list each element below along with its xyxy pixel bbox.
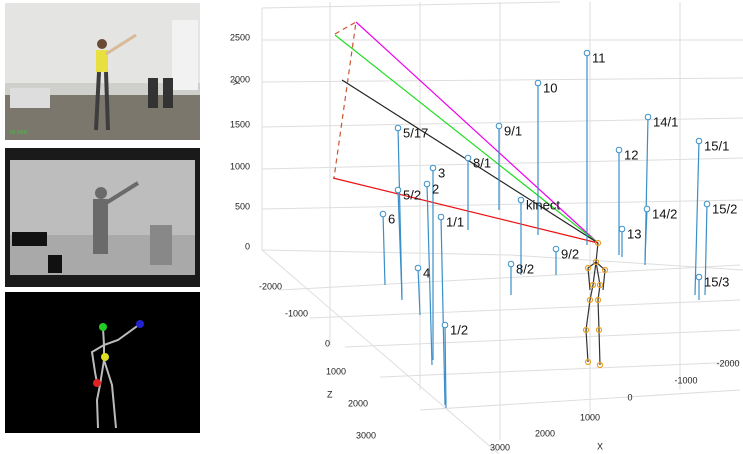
x-tick-label: 3000 (490, 442, 510, 452)
point-label: 3 (438, 165, 445, 180)
y-tick-label: 2500 (230, 32, 250, 42)
point-label: 9/2 (561, 246, 579, 261)
stem-head (395, 125, 401, 131)
y-tick-label: 1500 (230, 119, 250, 129)
z-tick-label: 0 (325, 338, 330, 348)
stem (441, 217, 445, 405)
point-label: 1/1 (446, 214, 464, 229)
grid (262, 2, 743, 454)
point-label: 15/3 (704, 274, 729, 289)
x-tick-label: 0 (627, 392, 632, 402)
x-tick-label: 2000 (535, 428, 555, 438)
point-label: 12 (624, 147, 638, 162)
z-tick-label: -1000 (285, 308, 308, 318)
stem-head (645, 114, 651, 120)
y-tick-label: 1000 (230, 161, 250, 171)
camera-label: no label (10, 129, 28, 135)
point-label: 14/2 (652, 206, 677, 221)
stem-head (395, 187, 401, 193)
point-label: 15/1 (704, 138, 729, 153)
point-label: 2 (432, 181, 439, 196)
point-label: 10 (543, 80, 557, 95)
axis-label: Z (327, 389, 333, 399)
stem-head (535, 80, 541, 86)
point-label: kinect (526, 197, 560, 212)
stem-head (465, 155, 471, 161)
stem-head (380, 211, 386, 217)
stem-head (553, 246, 559, 252)
stem (695, 141, 699, 295)
point-label: 13 (627, 226, 641, 241)
stem-head (496, 123, 502, 129)
stem-head (704, 201, 710, 207)
stem-head (442, 322, 448, 328)
stem-head (619, 226, 625, 232)
z-tick-label: 3000 (356, 430, 376, 440)
stem-head (584, 50, 590, 56)
y-tick-label: 500 (235, 201, 250, 211)
screen: no label (0, 0, 743, 454)
y-tick-label: 2000 (230, 74, 250, 84)
point-label: 5/17 (403, 125, 428, 140)
point-label: 8/2 (516, 261, 534, 276)
stem-head (518, 197, 524, 203)
stem-head (438, 214, 444, 220)
stem-head (430, 165, 436, 171)
z-tick-label: -2000 (259, 281, 282, 291)
point-label: 4 (423, 265, 430, 280)
camera-panel: no label (5, 3, 200, 140)
y-tick-label: 0 (245, 241, 250, 251)
point-label: 11 (592, 50, 606, 65)
stem-head (415, 265, 421, 271)
stem-head (508, 261, 514, 267)
stem-head (696, 138, 702, 144)
point-label: 1/2 (450, 322, 468, 337)
stem-head (424, 181, 430, 187)
stem (383, 214, 385, 285)
x-tick-label: -2000 (716, 358, 739, 368)
z-tick-label: 2000 (348, 398, 368, 408)
point-label: 5/2 (403, 187, 421, 202)
stem-head (616, 147, 622, 153)
x-tick-label: -1000 (674, 375, 697, 385)
z-tick-label: 1000 (326, 366, 346, 376)
stem-head (696, 274, 702, 280)
point-label: 6 (388, 211, 395, 226)
depth-panel (5, 148, 200, 287)
skeleton-panel (5, 292, 200, 433)
point-label: 9/1 (504, 123, 522, 138)
point-label: 8/1 (473, 155, 491, 170)
point-label: 15/2 (712, 201, 737, 216)
point-label: 14/1 (653, 114, 678, 129)
axis-label: X (597, 441, 603, 451)
plot-3d: Y Z X 05001000150020002500-2000-10000100… (230, 2, 743, 454)
x-tick-label: 1000 (580, 412, 600, 422)
stem-head (644, 206, 650, 212)
